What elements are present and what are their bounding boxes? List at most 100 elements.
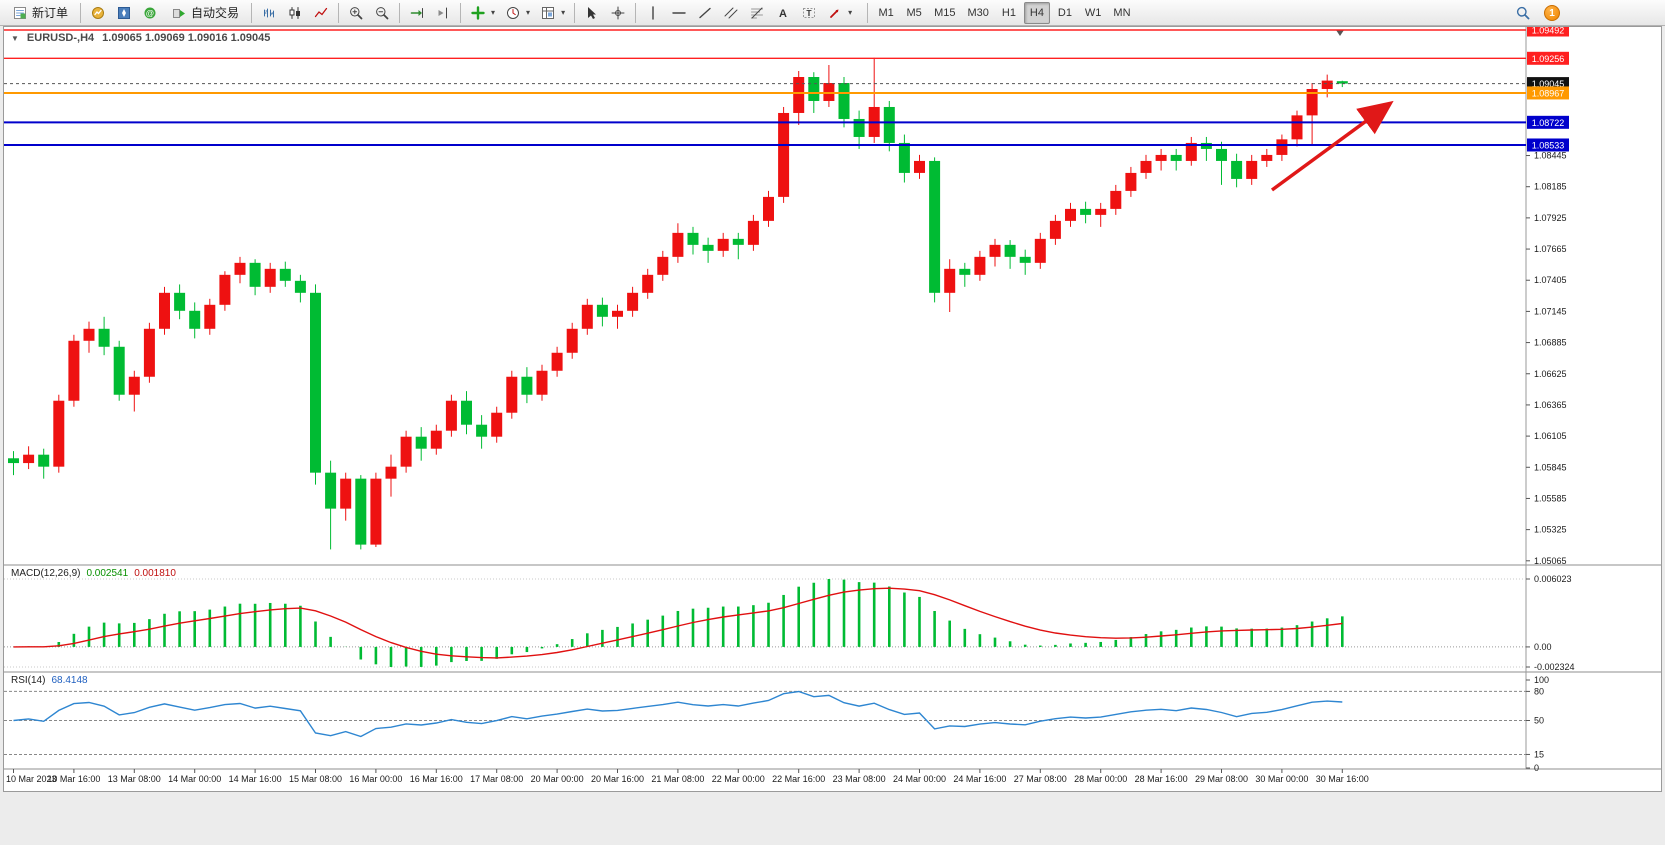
toolbar-separator (338, 2, 340, 23)
cursor-button[interactable] (580, 2, 604, 24)
chart-shift-marker[interactable] (1336, 30, 1344, 36)
macd-name: MACD(12,26,9) (11, 568, 81, 579)
auto-scroll-button[interactable] (405, 2, 429, 24)
svg-text:1.05845: 1.05845 (1534, 462, 1567, 472)
horizontal-line-icon (672, 11, 686, 14)
timeframe-group: M1 M5 M15 M30 H1 H4 D1 W1 MN (872, 1, 1136, 24)
svg-text:100: 100 (1534, 675, 1549, 685)
periods-button[interactable]: ▾ (501, 2, 534, 24)
chevron-down-icon: ▾ (848, 8, 853, 17)
main-toolbar: 新订单 @ 自动交易 (0, 0, 1665, 26)
zoom-in-button[interactable] (344, 2, 368, 24)
zoom-out-icon (376, 6, 389, 19)
toolbar-separator (460, 2, 462, 23)
candlestick-chart-icon (289, 6, 301, 19)
toolbar-separator (574, 2, 576, 23)
timeframe-button-w1[interactable]: W1 (1080, 2, 1107, 24)
svg-text:22 Mar 00:00: 22 Mar 00:00 (712, 774, 765, 784)
autotrading-icon (173, 8, 186, 18)
zoom-out-button[interactable] (370, 2, 394, 24)
chevron-down-icon: ▾ (561, 8, 566, 17)
trend-arrow[interactable] (1270, 100, 1394, 192)
svg-text:10 Mar 2023: 10 Mar 2023 (6, 774, 57, 784)
timeframe-button-m15[interactable]: M15 (929, 2, 960, 24)
svg-text:1.06365: 1.06365 (1534, 400, 1567, 410)
trendline-tool-button[interactable] (693, 2, 717, 24)
template-icon (542, 6, 555, 19)
chart-collapse-icon[interactable]: ▼ (11, 33, 19, 43)
svg-text:14 Mar 00:00: 14 Mar 00:00 (168, 774, 221, 784)
macd-label: MACD(12,26,9) 0.002541 0.001810 (11, 568, 176, 579)
new-order-label: 新订单 (32, 6, 69, 20)
toolbar-separator (867, 2, 869, 23)
text-label-icon: T (803, 7, 816, 18)
chart-canvas[interactable]: 1.08445 1.08185 1.07925 1.07665 1.07405 1.071… (4, 27, 1661, 791)
text-tool-button[interactable]: A (771, 2, 795, 24)
svg-text:1.06105: 1.06105 (1534, 431, 1567, 441)
chart-symbol-period: EURUSD-,H4 (26, 32, 95, 44)
chevron-down-icon: ▾ (526, 8, 531, 17)
metaeditor-button[interactable]: @ (138, 2, 162, 24)
svg-text:16 Mar 16:00: 16 Mar 16:00 (410, 774, 463, 784)
svg-text:24 Mar 16:00: 24 Mar 16:00 (953, 774, 1006, 784)
vertical-line-icon (652, 5, 654, 20)
new-order-button[interactable]: 新订单 (5, 2, 75, 24)
line-chart-mode-button[interactable] (309, 2, 333, 24)
timeframe-button-m1[interactable]: M1 (873, 2, 899, 24)
fibonacci-tool-button[interactable] (745, 2, 769, 24)
horizontal-line-tool-button[interactable] (667, 2, 691, 24)
timeframe-button-h4[interactable]: H4 (1023, 1, 1050, 24)
autotrading-button[interactable]: 自动交易 (164, 2, 246, 24)
arrows-tool-button[interactable]: ▾ (823, 2, 856, 24)
svg-text:1.05585: 1.05585 (1534, 493, 1567, 503)
svg-text:17 Mar 08:00: 17 Mar 08:00 (470, 774, 523, 784)
market-watch-button[interactable] (86, 2, 110, 24)
svg-text:50: 50 (1534, 716, 1544, 726)
svg-text:1.05325: 1.05325 (1534, 525, 1567, 535)
panel-separators[interactable] (4, 27, 1661, 770)
svg-text:A: A (779, 8, 787, 20)
indicators-button[interactable]: ▾ (466, 2, 499, 24)
autotrading-label: 自动交易 (191, 6, 240, 20)
rsi-name: RSI(14) (11, 675, 46, 686)
channel-tool-button[interactable] (719, 2, 743, 24)
svg-text:15: 15 (1534, 749, 1544, 759)
svg-text:24 Mar 00:00: 24 Mar 00:00 (893, 774, 946, 784)
search-button[interactable] (1511, 2, 1535, 24)
timeframe-button-m5[interactable]: M5 (901, 2, 927, 24)
navigator-icon (118, 6, 131, 19)
text-icon: A (779, 8, 787, 20)
timeframe-button-d1[interactable]: D1 (1052, 2, 1078, 24)
chart-shift-button[interactable] (431, 2, 455, 24)
svg-text:1.08533: 1.08533 (1532, 140, 1565, 150)
timeframe-button-h1[interactable]: H1 (996, 2, 1022, 24)
crosshair-button[interactable] (606, 2, 630, 24)
new-order-icon (14, 6, 26, 19)
svg-text:28 Mar 00:00: 28 Mar 00:00 (1074, 774, 1127, 784)
bar-chart-icon (264, 8, 275, 17)
timeframe-button-mn[interactable]: MN (1108, 2, 1135, 24)
bar-chart-mode-button[interactable] (257, 2, 281, 24)
vertical-line-tool-button[interactable] (641, 2, 665, 24)
svg-text:0.00: 0.00 (1534, 642, 1552, 652)
svg-text:1.07145: 1.07145 (1534, 306, 1567, 316)
timeframe-button-m30[interactable]: M30 (963, 2, 994, 24)
line-chart-icon (314, 7, 328, 17)
crosshair-icon (611, 6, 625, 19)
templates-button[interactable]: ▾ (536, 2, 569, 24)
auto-scroll-icon (410, 7, 424, 18)
notification-badge[interactable]: 1 (1544, 5, 1560, 21)
svg-text:30 Mar 00:00: 30 Mar 00:00 (1255, 774, 1308, 784)
svg-text:29 Mar 08:00: 29 Mar 08:00 (1195, 774, 1248, 784)
svg-text:80: 80 (1534, 686, 1544, 696)
candlestick-mode-button[interactable] (283, 2, 307, 24)
navigator-button[interactable] (112, 2, 136, 24)
svg-text:0: 0 (1534, 763, 1539, 773)
arrow-object-icon (830, 9, 839, 18)
svg-text:1.06885: 1.06885 (1534, 338, 1567, 348)
svg-text:1.07405: 1.07405 (1534, 275, 1567, 285)
channel-icon (724, 7, 738, 18)
label-tool-button[interactable]: T (797, 2, 821, 24)
